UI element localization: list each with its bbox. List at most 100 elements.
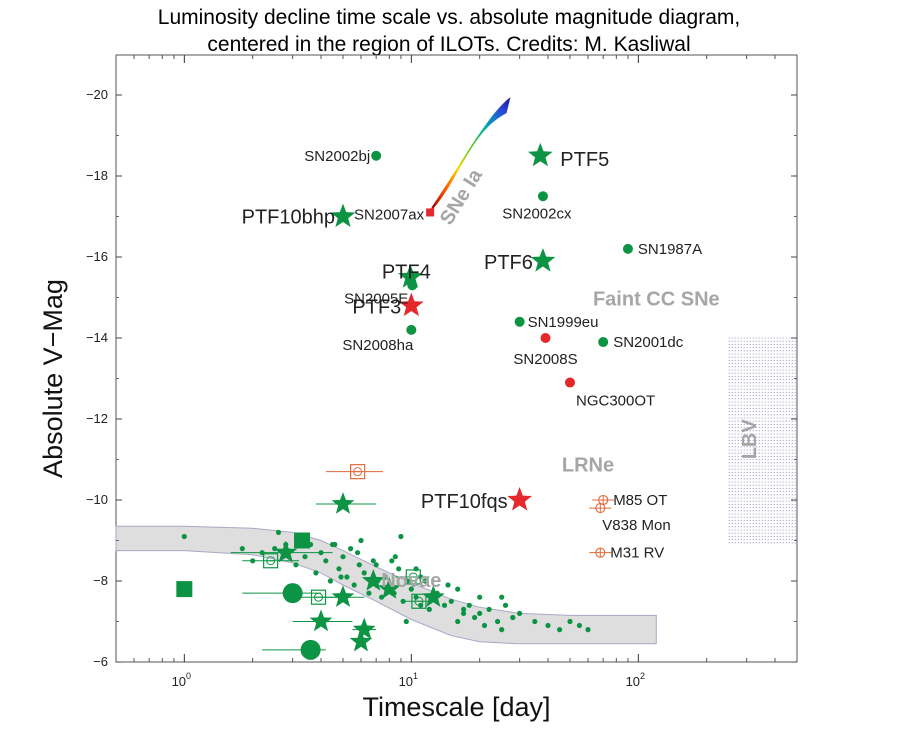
nova-point	[477, 594, 483, 600]
nova-point	[426, 606, 432, 613]
star-ptf5	[528, 142, 553, 167]
dot-ngc300ot	[565, 377, 575, 388]
nova-point	[400, 598, 406, 604]
nova-point	[392, 554, 398, 560]
nova-point	[499, 594, 505, 600]
label-ngc300ot: NGC300OT	[576, 393, 655, 410]
nova-point	[336, 566, 342, 572]
nova-star	[377, 577, 401, 599]
x-tick-label: 100	[172, 671, 191, 689]
nova-point	[585, 627, 591, 633]
nova-point	[323, 558, 329, 564]
dot-sn2008s	[540, 333, 551, 343]
y-tick-label: −6	[93, 654, 108, 669]
label-ptf6: PTF6	[484, 252, 533, 274]
nova-point	[502, 602, 509, 608]
label-sn2008s: SN2008S	[513, 351, 577, 368]
nova-point	[330, 541, 336, 548]
nova-point	[567, 618, 573, 625]
open-square	[310, 589, 327, 605]
lbv-region	[728, 337, 796, 544]
nova-point	[250, 558, 256, 564]
open-square	[350, 464, 366, 480]
nova-point	[318, 550, 324, 556]
nova-point	[366, 590, 372, 596]
y-tick-label: −16	[86, 249, 108, 264]
star-ptf10bhp	[330, 203, 356, 227]
plot-area	[115, 54, 798, 663]
nova-point	[383, 574, 389, 580]
label-sn2002cx: SN2002cx	[502, 205, 572, 222]
region-label-lbv: LBV	[739, 419, 761, 460]
nova-point	[356, 562, 362, 568]
label-sn1999eu: SN1999eu	[528, 314, 599, 331]
dot-sn2002cx	[537, 191, 548, 202]
y-tick-label: −10	[86, 492, 108, 507]
star-ptf4	[398, 264, 423, 288]
region-label-faint-cc-sne: Faint CC SNe	[593, 289, 720, 311]
nova-point	[370, 558, 376, 564]
star-ptf6	[530, 248, 556, 272]
nova-point	[302, 554, 308, 560]
square-sn2007ax	[426, 208, 435, 217]
star-ptf3	[399, 292, 424, 317]
chart-title-line-1: Luminosity decline time scale vs. absolu…	[157, 6, 741, 29]
dot-sn2002bj	[371, 150, 382, 161]
y-tick-label: −20	[86, 87, 108, 102]
nova-point	[486, 606, 492, 613]
dot-sn1999eu	[514, 316, 525, 327]
nova-point	[373, 562, 379, 568]
label-sn2008ha: SN2008ha	[342, 337, 414, 354]
chart-title-line-2: centered in the region of ILOTs. Credits…	[207, 33, 691, 56]
x-tick-label: 101	[399, 671, 418, 689]
nova-point	[361, 570, 367, 576]
nova-point	[445, 582, 451, 588]
open-square-marker	[411, 593, 427, 609]
open-square-marker	[310, 589, 327, 605]
nova-square	[294, 532, 311, 549]
open-square-marker	[263, 553, 279, 569]
nova-point	[495, 618, 501, 625]
x-tick-exponent: 0	[186, 671, 191, 681]
label-sn2002bj: SN2002bj	[304, 148, 370, 165]
nova-star	[309, 609, 333, 632]
nova-star	[361, 569, 385, 591]
nova-point	[358, 537, 364, 544]
nova-point	[422, 578, 428, 584]
nova-point	[389, 558, 395, 564]
label-ptf3: PTF3	[352, 297, 401, 319]
x-tick-exponent: 2	[640, 671, 645, 681]
x-tick-base: 10	[626, 674, 640, 689]
open-square-marker	[405, 569, 421, 585]
label-ptf10bhp: PTF10bhp	[242, 207, 335, 229]
nova-point	[461, 606, 467, 613]
x-tick-base: 10	[172, 674, 186, 689]
nova-point	[379, 594, 385, 600]
nova-point	[344, 574, 350, 580]
nova-point	[398, 533, 404, 540]
y-axis-title: Absolute V−Mag	[38, 279, 68, 478]
x-tick-label: 102	[626, 671, 645, 689]
nova-point	[408, 586, 414, 592]
nova-star	[274, 540, 298, 563]
nova-point	[293, 562, 299, 568]
dot-sn2001dc	[598, 337, 609, 348]
nova-point	[576, 622, 583, 629]
nova-star	[331, 492, 355, 514]
markers-layer	[176, 142, 633, 660]
nova-point	[403, 618, 409, 625]
nova-big-dot	[300, 639, 321, 660]
y-tick-label: −12	[86, 411, 108, 426]
x-tick-exponent: 1	[413, 671, 418, 681]
nova-point	[510, 614, 516, 621]
marker-m31-rv	[589, 547, 612, 558]
y-tick-label: −8	[93, 573, 108, 588]
open-square	[263, 553, 279, 569]
nova-point	[340, 554, 346, 560]
nova-point	[557, 627, 563, 633]
nova-point	[441, 602, 448, 608]
nova-star	[349, 629, 373, 652]
nova-point	[545, 622, 551, 629]
label-sn2007ax: SN2007ax	[354, 206, 425, 223]
